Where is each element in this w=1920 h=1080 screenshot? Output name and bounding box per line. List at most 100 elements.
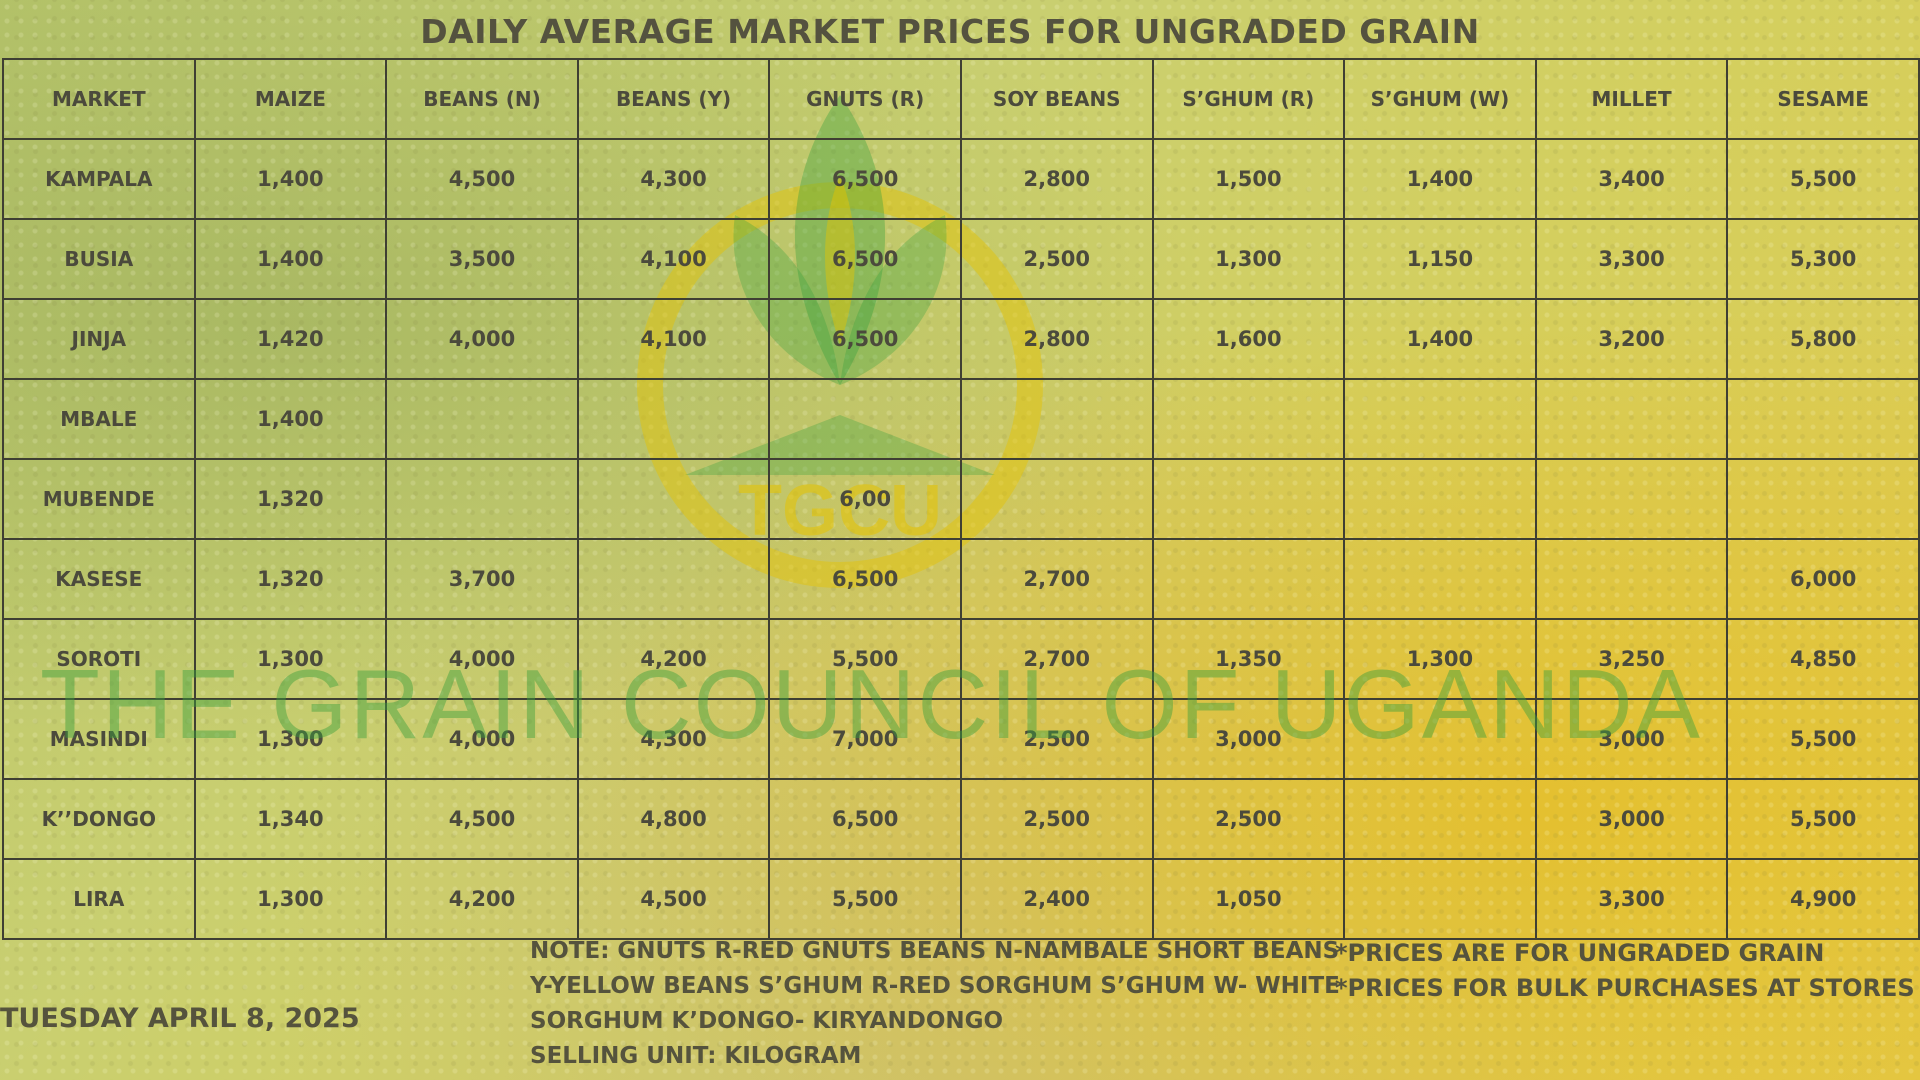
price-cell: 6,500 — [768, 218, 962, 300]
price-cell: 1,600 — [1151, 298, 1346, 380]
market-name: KASESE — [2, 538, 196, 620]
page-title: DAILY AVERAGE MARKET PRICES FOR UNGRADED… — [420, 12, 1480, 51]
header-sesame: SESAME — [1726, 58, 1920, 140]
price-cell: 6,500 — [768, 138, 962, 220]
price-cell: 2,800 — [959, 298, 1154, 380]
note-line: SORGHUM K’DONGO- KIRYANDONGO — [530, 1008, 1004, 1034]
price-cell: 6,500 — [768, 538, 962, 620]
price-cell: 6,500 — [768, 778, 962, 860]
note-line: Y-YELLOW BEANS S’GHUM R-RED SORGHUM S’GH… — [530, 973, 1340, 999]
price-cell: 5,500 — [768, 858, 962, 940]
price-cell: 3,400 — [1534, 138, 1729, 220]
price-cell — [1151, 378, 1346, 460]
table-row: K’’DONGO 1,340 4,500 4,800 6,500 2,500 2… — [2, 778, 1920, 860]
price-cell — [1343, 538, 1537, 620]
market-name: MBALE — [2, 378, 196, 460]
notes-block: NOTE: GNUTS R-RED GNUTS BEANS N-NAMBALE … — [530, 934, 1340, 1074]
price-cell — [385, 378, 579, 460]
price-cell: 7,000 — [768, 698, 962, 780]
price-cell: 4,300 — [576, 138, 771, 220]
market-name: BUSIA — [2, 218, 196, 300]
table-row: KASESE 1,320 3,700 6,500 2,700 6,000 — [2, 538, 1920, 620]
price-cell: 4,300 — [576, 698, 771, 780]
price-cell: 4,800 — [576, 778, 771, 860]
header-sghum-r: S’GHUM (R) — [1151, 58, 1346, 140]
table-row: LIRA 1,300 4,200 4,500 5,500 2,400 1,050… — [2, 858, 1920, 940]
price-cell: 3,000 — [1534, 698, 1729, 780]
price-cell — [1343, 778, 1537, 860]
price-cell — [576, 378, 771, 460]
header-soy-beans: SOY BEANS — [959, 58, 1154, 140]
table-row: BUSIA 1,400 3,500 4,100 6,500 2,500 1,30… — [2, 218, 1920, 300]
price-cell: 4,000 — [385, 618, 579, 700]
price-cell: 3,250 — [1534, 618, 1729, 700]
price-cell: 6,500 — [768, 298, 962, 380]
price-cell: 2,700 — [959, 538, 1154, 620]
price-cell: 1,300 — [193, 698, 388, 780]
header-beans-y: BEANS (Y) — [576, 58, 771, 140]
price-cell: 1,350 — [1151, 618, 1346, 700]
table-row: MUBENDE 1,320 6,00 — [2, 458, 1920, 540]
price-cell: 3,500 — [385, 218, 579, 300]
condition-line: *PRICES ARE FOR UNGRADED GRAIN — [1335, 939, 1825, 967]
price-cell — [1534, 458, 1729, 540]
price-cell: 4,500 — [385, 778, 579, 860]
price-cell: 2,800 — [959, 138, 1154, 220]
price-cell: 4,500 — [385, 138, 579, 220]
price-cell: 3,700 — [385, 538, 579, 620]
price-cell: 5,500 — [768, 618, 962, 700]
price-cell: 1,400 — [1343, 298, 1537, 380]
price-cell: 1,320 — [193, 538, 388, 620]
price-cell: 5,500 — [1726, 778, 1920, 860]
price-cell: 3,000 — [1534, 778, 1729, 860]
price-cell: 1,400 — [1343, 138, 1537, 220]
market-name: KAMPALA — [2, 138, 196, 220]
price-cell: 2,400 — [959, 858, 1154, 940]
price-cell: 4,000 — [385, 698, 579, 780]
price-cell — [1534, 378, 1729, 460]
header-millet: MILLET — [1534, 58, 1729, 140]
price-cell: 2,500 — [959, 778, 1154, 860]
price-cell — [959, 378, 1154, 460]
report-date: TUESDAY APRIL 8, 2025 — [0, 1003, 360, 1034]
price-cell: 3,300 — [1534, 858, 1729, 940]
price-cell: 4,100 — [576, 298, 771, 380]
header-beans-n: BEANS (N) — [385, 58, 579, 140]
note-line: SELLING UNIT: KILOGRAM — [530, 1043, 862, 1069]
price-cell: 5,500 — [1726, 138, 1920, 220]
market-name: MASINDI — [2, 698, 196, 780]
price-cell: 4,200 — [576, 618, 771, 700]
header-market: MARKET — [2, 58, 196, 140]
price-cell: 2,700 — [959, 618, 1154, 700]
price-cell: 1,300 — [193, 858, 388, 940]
price-cell: 1,300 — [1343, 618, 1537, 700]
note-line: NOTE: GNUTS R-RED GNUTS BEANS N-NAMBALE … — [530, 938, 1340, 964]
price-cell — [768, 378, 962, 460]
price-cell — [1151, 538, 1346, 620]
price-cell: 6,00 — [768, 458, 962, 540]
price-cell: 1,400 — [193, 378, 388, 460]
header-gnuts-r: GNUTS (R) — [768, 58, 962, 140]
condition-line: *PRICES FOR BULK PURCHASES AT STORES — [1335, 974, 1915, 1002]
market-name: MUBENDE — [2, 458, 196, 540]
price-cell: 5,800 — [1726, 298, 1920, 380]
price-cell — [576, 458, 771, 540]
price-cell — [1343, 858, 1537, 940]
conditions-block: *PRICES ARE FOR UNGRADED GRAIN *PRICES F… — [1335, 936, 1915, 1006]
price-cell: 1,300 — [1151, 218, 1346, 300]
price-cell: 3,300 — [1534, 218, 1729, 300]
price-cell: 1,400 — [193, 138, 388, 220]
price-cell — [385, 458, 579, 540]
price-cell — [1726, 378, 1920, 460]
price-cell: 2,500 — [959, 218, 1154, 300]
price-cell: 1,340 — [193, 778, 388, 860]
price-cell: 4,500 — [576, 858, 771, 940]
market-name: K’’DONGO — [2, 778, 196, 860]
price-cell: 2,500 — [959, 698, 1154, 780]
table-header-row: MARKET MAIZE BEANS (N) BEANS (Y) GNUTS (… — [2, 58, 1920, 140]
price-cell: 4,850 — [1726, 618, 1920, 700]
price-cell: 5,500 — [1726, 698, 1920, 780]
table-row: SOROTI 1,300 4,000 4,200 5,500 2,700 1,3… — [2, 618, 1920, 700]
price-cell: 4,200 — [385, 858, 579, 940]
price-cell — [959, 458, 1154, 540]
